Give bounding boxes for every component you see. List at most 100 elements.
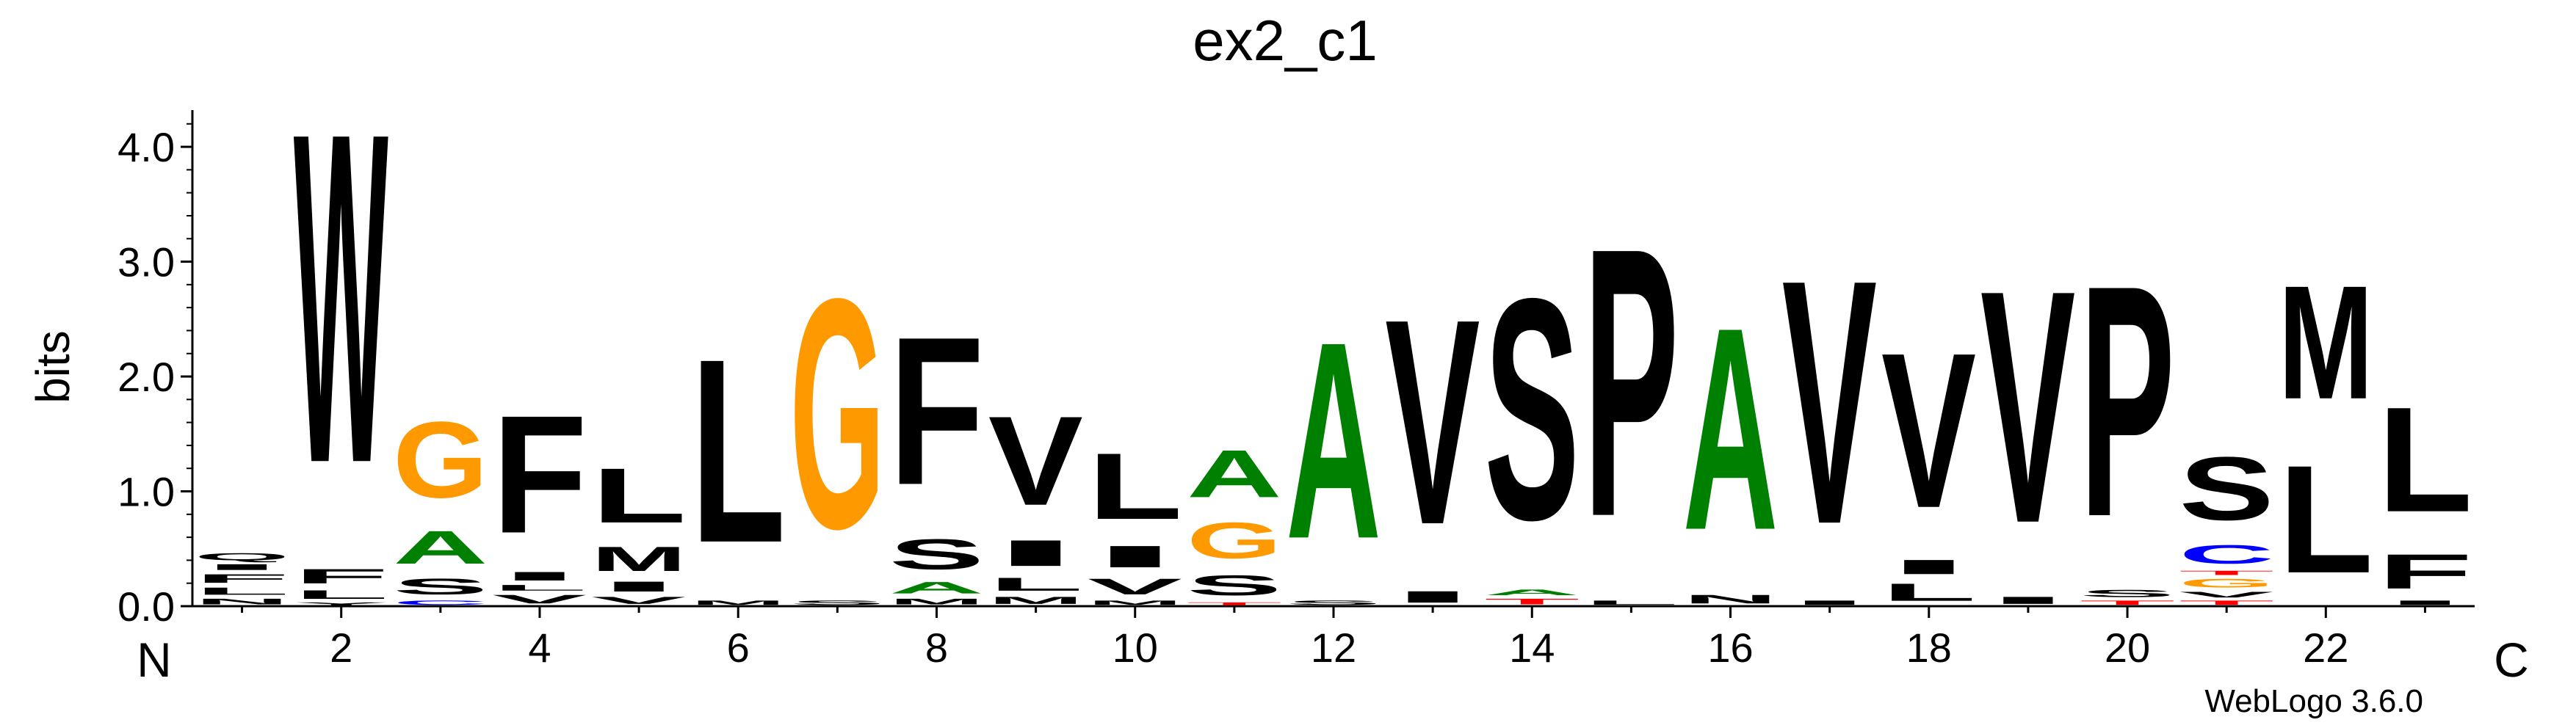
logo-letter-S: S <box>1286 600 1381 606</box>
logo-letter-F: F <box>2378 544 2473 599</box>
x-tick-label: 18 <box>1906 625 1952 671</box>
y-axis-label: bits <box>26 330 79 404</box>
y-tick-label: 4.0 <box>117 124 175 170</box>
logo-letter-M: M <box>2278 252 2373 433</box>
y-axis: 0.0 1.0 2.0 3.0 4.0 <box>117 110 194 630</box>
logo-letter-T: T <box>2080 600 2175 606</box>
logo-letter-S: S <box>789 600 885 606</box>
y-tick-label: 0.0 <box>117 583 175 630</box>
logo-letter-S: S <box>393 574 488 599</box>
x-tick-label: 22 <box>2303 625 2348 671</box>
logo-letter-N: N <box>1683 592 1779 606</box>
logo-letter-V: V <box>1088 574 1182 599</box>
c-terminus-label: C <box>2494 633 2529 687</box>
stack-position-16: NA <box>1683 267 1779 606</box>
logo-letter-Y: Y <box>294 602 389 606</box>
logo-letter-W: W <box>294 34 389 561</box>
logo-letter-F: F <box>492 380 587 568</box>
logo-letter-F: F <box>294 565 389 588</box>
logo-letter-L: L <box>1088 434 1183 539</box>
weblogo-credit: WebLogo 3.6.0 <box>2204 683 2423 719</box>
logo-letter-S: S <box>2080 588 2175 600</box>
logo-letter-M: M <box>988 594 1084 606</box>
logo-letter-V: V <box>591 594 686 606</box>
logo-letter-G: G <box>393 399 488 520</box>
y-tick-label: 1.0 <box>117 469 175 515</box>
logo-letter-I: I <box>591 578 687 594</box>
x-tick-label: 6 <box>727 625 750 671</box>
y-tick-label: 2.0 <box>117 354 175 400</box>
stack-position-6: ML <box>690 305 786 606</box>
stack-position-15: LP <box>1584 167 1679 605</box>
logo-letter-G: G <box>789 230 885 597</box>
logo-letter-F: F <box>889 293 985 529</box>
logo-letter-L: L <box>195 586 290 597</box>
logo-letter-M: M <box>690 600 786 606</box>
x-tick-label: 12 <box>1311 625 1356 671</box>
logo-letter-T: T <box>2179 569 2274 576</box>
logo-letter-A: A <box>889 578 985 597</box>
x-tick-label: 10 <box>1112 625 1158 671</box>
logo-letter-P: P <box>2080 217 2175 586</box>
x-tick-label: 4 <box>528 625 551 671</box>
logo-letter-T: T <box>1187 602 1282 606</box>
x-axis: 2 4 6 8 10 12 14 16 18 20 22 <box>192 605 2475 671</box>
x-tick-label: 14 <box>1509 625 1555 671</box>
logo-letter-C: C <box>393 600 488 606</box>
stack-position-13: IV <box>1385 258 1480 606</box>
logo-letter-A: A <box>1683 267 1779 590</box>
logo-letter-I: I <box>1385 588 1480 606</box>
logo-letter-I: I <box>2378 600 2473 606</box>
logo-letter-L: L <box>690 305 786 598</box>
logo-letter-L: L <box>1881 578 1977 606</box>
stack-position-19: IV <box>1980 221 2076 606</box>
logo-letter-I: I <box>1088 539 1183 574</box>
logo-letter-S: S <box>1187 569 1282 602</box>
stack-position-7: SG <box>789 230 885 606</box>
logo-letter-L: L <box>492 583 587 592</box>
logo-letter-L: L <box>988 574 1084 594</box>
logo-letter-I: I <box>195 562 290 571</box>
logo-letter-C: C <box>2179 539 2274 569</box>
y-tick-label: 3.0 <box>117 239 175 285</box>
logo-letter-S: S <box>1484 233 1580 586</box>
logo-letter-Q: Q <box>195 551 290 563</box>
x-tick-label: 2 <box>330 625 352 671</box>
logo-letter-T: T <box>2179 600 2274 606</box>
x-tick-label: 20 <box>2105 625 2150 671</box>
logo-letter-V: V <box>492 592 587 606</box>
logo-letter-V: V <box>988 390 1083 531</box>
stack-position-20: TSP <box>2080 217 2175 606</box>
logo-letter-L: L <box>2378 376 2473 543</box>
logo-letter-S: S <box>889 531 985 578</box>
stack-position-14: TAS <box>1484 233 1580 606</box>
logo-letter-S: S <box>2179 439 2274 539</box>
logo-letter-V: V <box>1980 221 2076 592</box>
logo-letter-I: I <box>1782 600 1878 606</box>
x-tick-label: 8 <box>925 625 948 671</box>
logo-letter-T: T <box>1484 597 1580 605</box>
logo-letter-I: I <box>492 569 587 583</box>
logo-letter-F: F <box>195 572 290 586</box>
stack-position-18: LIV <box>1881 306 1977 606</box>
logo-letter-G: G <box>2179 576 2274 590</box>
logo-letter-M: M <box>591 539 687 578</box>
logo-letter-A: A <box>1286 284 1381 598</box>
logo-letter-L: L <box>1584 600 1679 606</box>
chart-title: ex2_c1 <box>1193 8 1378 73</box>
logo-letter-G: G <box>1187 512 1282 569</box>
logo-letter-V: V <box>1385 258 1480 586</box>
stack-position-22: LM <box>2278 252 2373 605</box>
n-terminus-label: N <box>137 633 172 687</box>
logo-letter-M: M <box>889 597 985 606</box>
logo-letter-I: I <box>1881 556 1977 578</box>
